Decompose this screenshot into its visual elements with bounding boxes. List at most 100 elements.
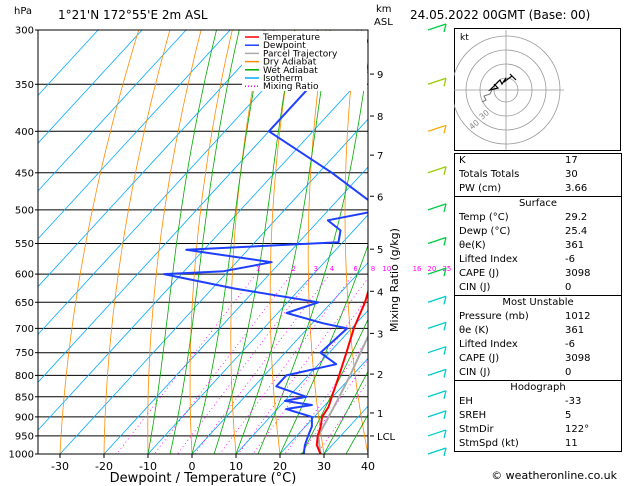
wind-barb [427, 321, 447, 330]
isotherm-line [38, 70, 368, 431]
mixing-ratio-line [284, 338, 368, 454]
km-tick-label: 1 [377, 409, 383, 420]
legend-entry: Dewpoint [263, 41, 306, 51]
temperature-tick-label: -10 [139, 460, 157, 473]
wind-barb [427, 368, 447, 377]
hpa-label: hPa [14, 6, 33, 17]
surface-row: CIN (J) 0 [459, 282, 572, 293]
wind-barb [427, 203, 447, 211]
hodograph-row: SREH 5 [459, 410, 572, 421]
km-label: km [376, 4, 392, 15]
wet-adiabat-line [279, 244, 368, 454]
pw-row: PW (cm) 3.66 [459, 183, 588, 194]
temperature-tick-label: 30 [317, 460, 331, 473]
dry-adiabat-line [269, 30, 296, 454]
km-tick-label: 3 [377, 329, 383, 340]
wind-barb [427, 447, 447, 455]
wind-barb-flag [443, 410, 447, 420]
pressure-tick-label: 550 [15, 239, 34, 250]
wind-barb-flag [443, 23, 447, 33]
wind-barb [427, 23, 447, 31]
dry-adiabat-line [307, 30, 327, 454]
wind-barb [427, 236, 447, 245]
pressure-tick-label: 650 [15, 298, 34, 309]
dry-adiabat-line [147, 30, 202, 454]
legend-entry: Wet Adiabat [263, 66, 318, 76]
wind-barb-flag [443, 322, 447, 331]
wet-adiabat-line [191, 30, 266, 454]
legend-entry: Mixing Ratio [263, 82, 319, 92]
temperature-tick-label: 0 [189, 460, 196, 473]
isotherm-line [191, 262, 368, 454]
mixing-ratio-axis-label: Mixing Ratio (g/kg) [388, 228, 401, 332]
wind-barb-flag [443, 369, 447, 378]
wind-barb-flag [443, 78, 447, 87]
wind-barb-flag [443, 203, 447, 213]
isotherm-line [38, 30, 231, 240]
wind-barb [427, 346, 447, 354]
surface-title: Surface [455, 196, 621, 211]
most-unstable-row: CAPE (J) 3098 [459, 353, 591, 364]
pressure-tick-label: 850 [15, 392, 34, 403]
hodograph: kt 40 30 [454, 28, 621, 151]
datetime-label: 24.05.2022 00GMT (Base: 00) [410, 8, 591, 22]
hodograph-row: StmDir 122° [459, 424, 590, 435]
isotherm-line [103, 166, 368, 454]
wind-barb [427, 267, 447, 275]
mixing-ratio-label: 8 [371, 265, 375, 273]
surface-row: θe(K) 361 [459, 240, 585, 251]
dry-adiabat-line [189, 30, 233, 454]
km-tick-label: LCL [377, 432, 396, 443]
wind-barb-flag [443, 125, 447, 134]
dewpoint-line [162, 38, 368, 454]
wind-barb [427, 295, 447, 303]
tt-row: Totals Totals 30 [459, 169, 578, 180]
wind-barb-flag [443, 346, 447, 355]
legend-entry: Dry Adiabat [263, 58, 317, 68]
mixing-ratio-label: 2 [291, 265, 295, 273]
temperature-tick-label: 10 [229, 460, 243, 473]
most-unstable-row: Lifted Index -6 [459, 339, 575, 350]
wind-barb [427, 124, 447, 132]
most-unstable-title: Most Unstable [455, 295, 621, 310]
pressure-tick-label: 500 [15, 205, 34, 216]
pressure-tick-label: 300 [15, 26, 34, 37]
mixing-ratio-label: 10 [382, 265, 391, 273]
dry-adiabat-line [103, 30, 171, 454]
km-tick-label: 8 [377, 112, 383, 123]
wet-adiabat-line [323, 370, 368, 454]
temperature-tick-label: 20 [273, 460, 287, 473]
wind-barb [427, 429, 447, 437]
most-unstable-row: CIN (J) 0 [459, 367, 572, 378]
wet-adiabat-line [213, 30, 296, 454]
hodograph-title: Hodograph [455, 380, 621, 395]
km-tick-label: 2 [377, 370, 383, 381]
wind-barb-flag [443, 447, 447, 457]
wet-adiabat-line [235, 30, 331, 454]
wind-barb [427, 410, 447, 418]
pressure-tick-label: 450 [15, 168, 34, 179]
dry-adiabat-line [415, 30, 456, 454]
legend-box [242, 31, 367, 91]
mixing-ratio-label: 1 [256, 265, 260, 273]
pressure-tick-label: 700 [15, 324, 34, 335]
mixing-ratio-label: 16 [413, 265, 422, 273]
pressure-tick-label: 400 [15, 127, 34, 138]
wind-barb [427, 390, 447, 398]
wet-adiabat-line [169, 30, 240, 454]
pressure-tick-label: 800 [15, 371, 34, 382]
temperature-tick-label: 40 [361, 460, 375, 473]
wind-barb-flag [443, 267, 447, 277]
temperature-line [315, 288, 368, 454]
x-axis-label: Dewpoint / Temperature (°C) [110, 471, 297, 486]
hodograph-row: StmSpd (kt) 11 [459, 438, 578, 449]
credit-footer: © weatheronline.co.uk [491, 469, 617, 482]
wind-barb-flag [443, 296, 447, 305]
hodograph-trace-light [481, 89, 493, 103]
mixing-ratio-label: 25 [442, 265, 451, 273]
isotherm-line [38, 30, 187, 192]
location-label: 1°21'N 172°55'E 2m ASL [58, 8, 208, 22]
hodograph-row: EH -33 [459, 396, 582, 407]
asl-label: ASL [374, 17, 393, 28]
wind-barb-flag [443, 237, 447, 246]
